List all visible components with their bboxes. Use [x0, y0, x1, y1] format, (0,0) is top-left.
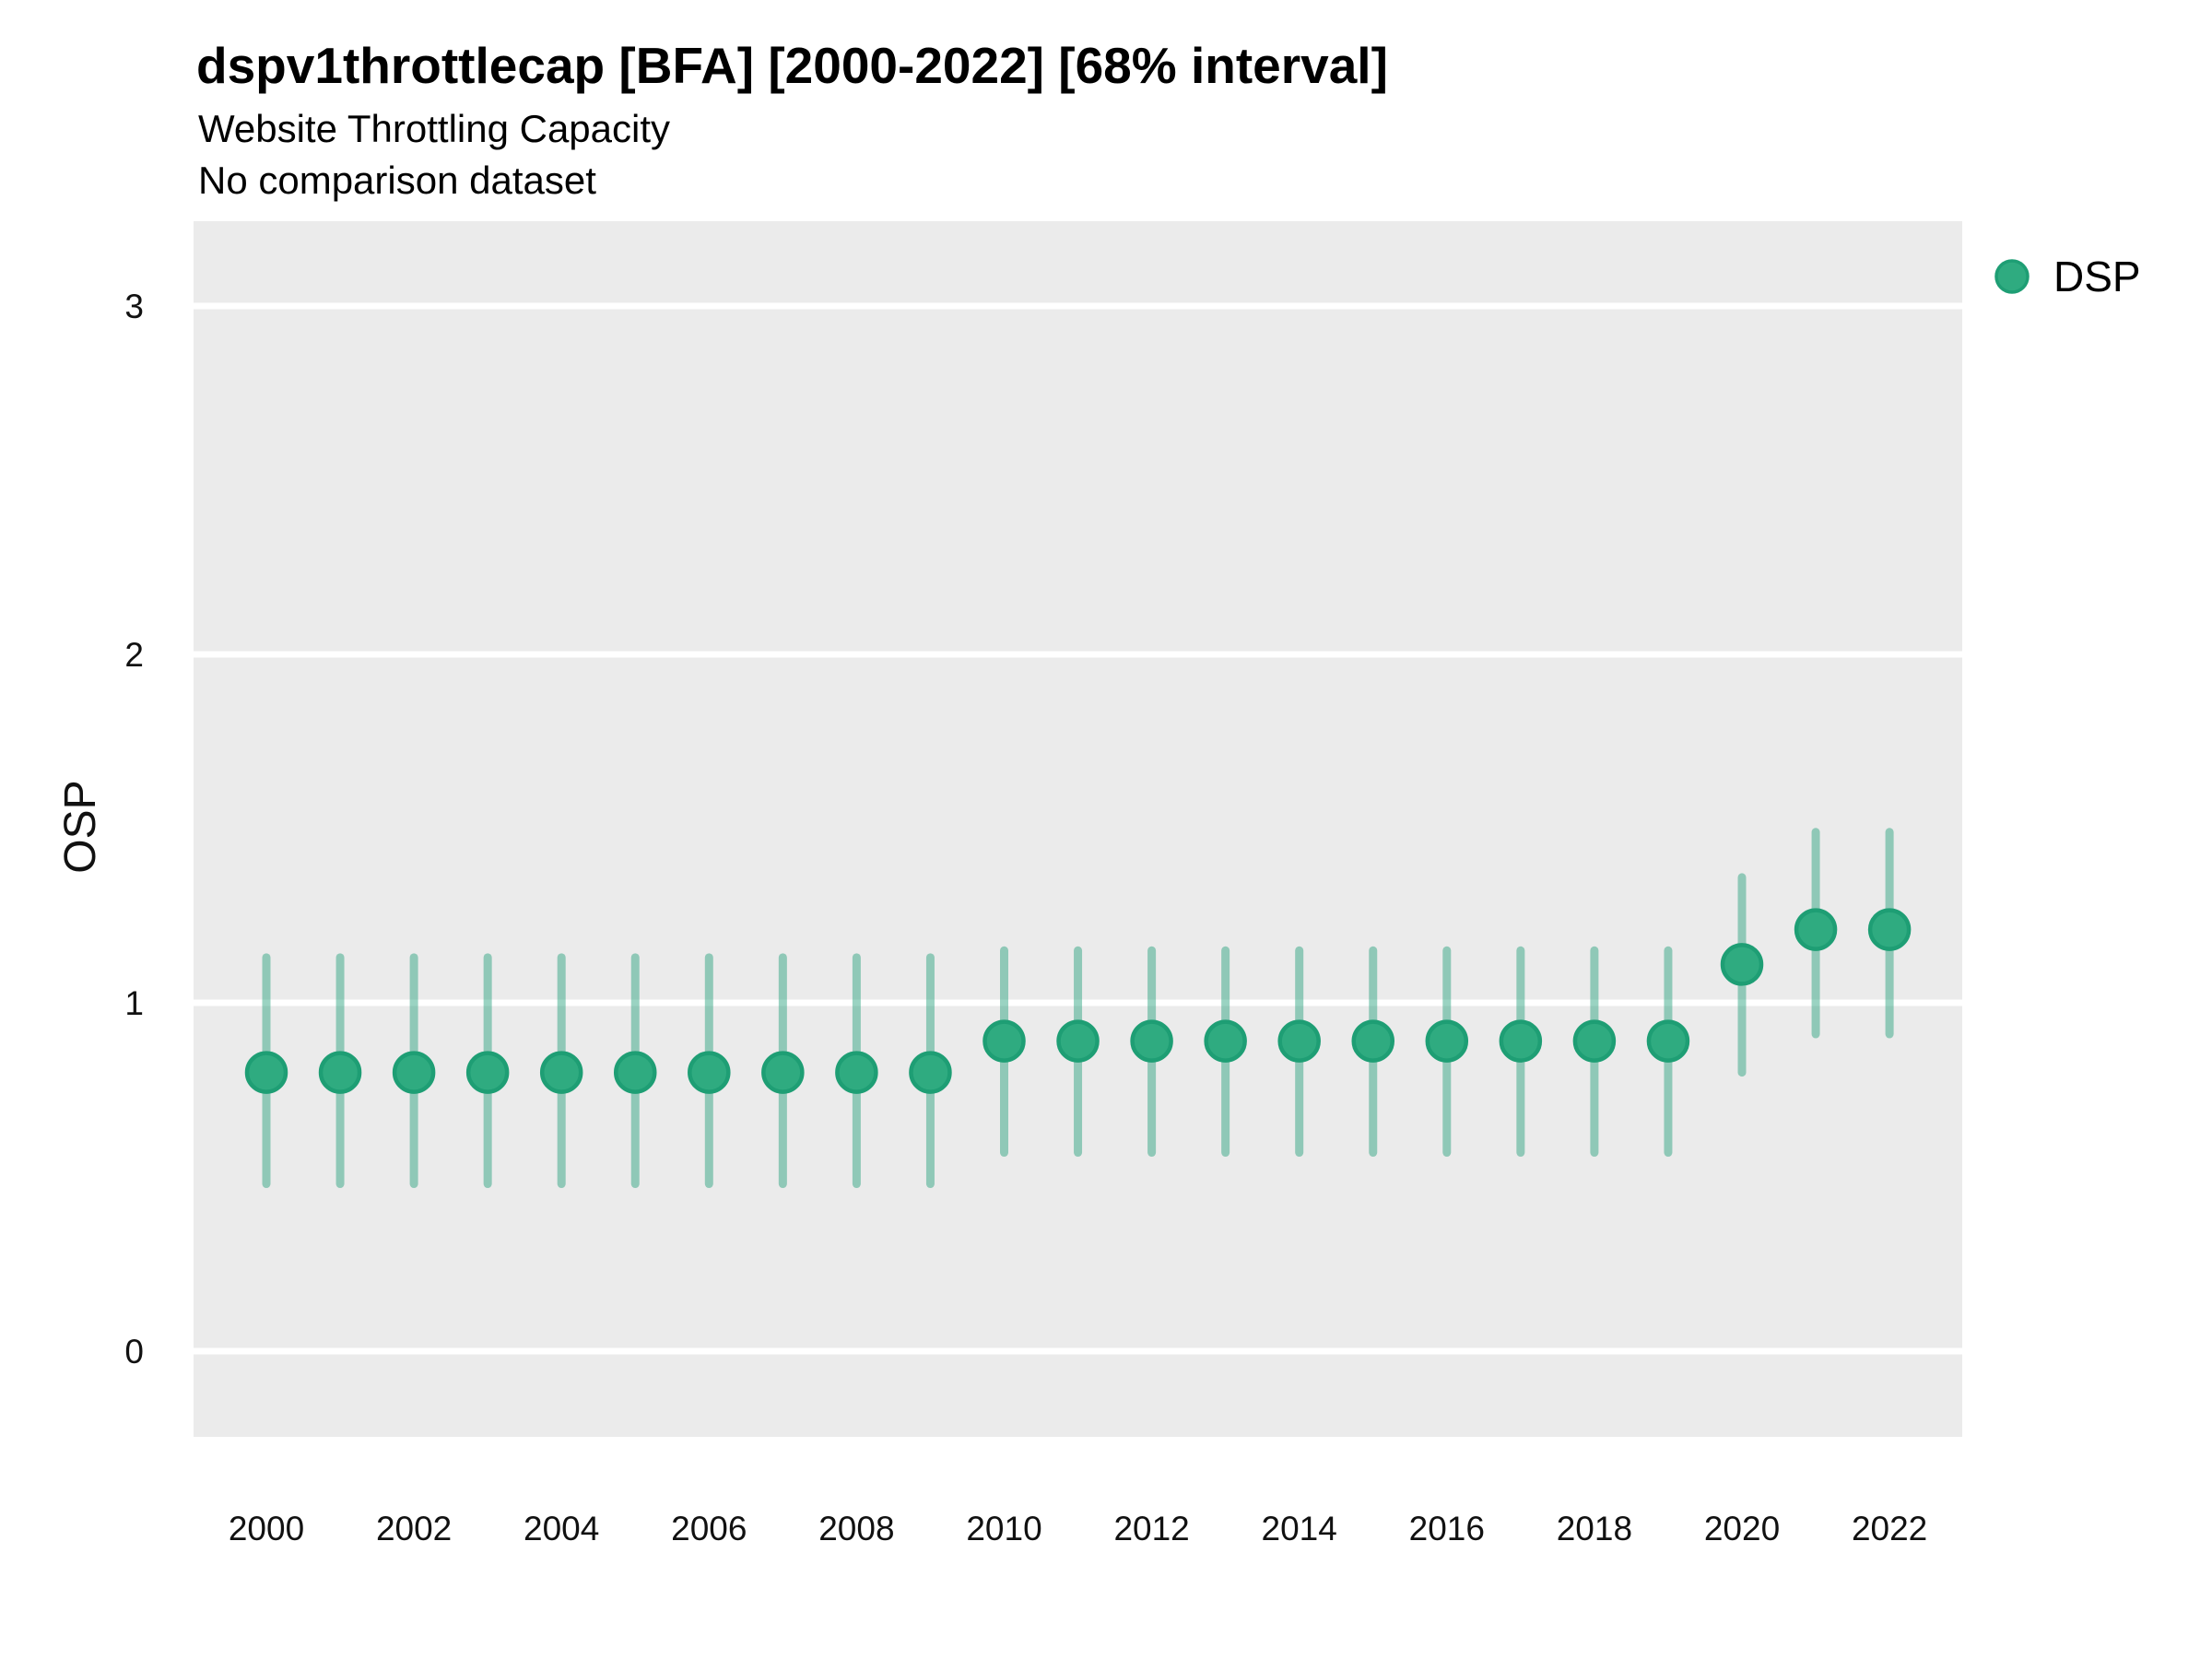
- y-tick-label: 2: [124, 636, 144, 674]
- x-tick-label: 2012: [1113, 1510, 1189, 1547]
- data-point-2002: [392, 1051, 436, 1094]
- x-tick-label: 2020: [1704, 1510, 1780, 1547]
- x-tick-label: 2018: [1557, 1510, 1632, 1547]
- data-point-2013: [1204, 1019, 1247, 1063]
- x-tick-label: 2002: [376, 1510, 452, 1547]
- data-point-2006: [688, 1051, 731, 1094]
- legend-item-label: DSP: [2053, 253, 2141, 300]
- chart-caption: No comparison dataset: [198, 159, 596, 202]
- data-point-2022: [1867, 908, 1912, 951]
- data-point-2014: [1277, 1019, 1321, 1063]
- data-point-2000: [244, 1051, 288, 1094]
- data-point-2008: [835, 1051, 878, 1094]
- chart-title: dspv1throttlecap [BFA] [2000-2022] [68% …: [196, 37, 1388, 94]
- data-point-2007: [761, 1051, 805, 1094]
- y-tick-label: 0: [124, 1333, 144, 1371]
- data-point-2021: [1794, 908, 1838, 951]
- legend-marker-circle-icon: [1994, 259, 2030, 294]
- x-tick-label: 2006: [671, 1510, 747, 1547]
- x-tick-label: 2016: [1409, 1510, 1485, 1547]
- data-point-2004: [539, 1051, 583, 1094]
- data-point-2016: [1425, 1019, 1469, 1063]
- data-point-2001: [318, 1051, 362, 1094]
- data-point-2010: [982, 1019, 1026, 1063]
- data-point-2009: [909, 1051, 952, 1094]
- x-tick-label: 2010: [966, 1510, 1041, 1547]
- data-point-2005: [614, 1051, 657, 1094]
- data-point-2012: [1130, 1019, 1173, 1063]
- x-tick-label: 2014: [1262, 1510, 1337, 1547]
- data-point-2018: [1572, 1019, 1617, 1063]
- data-point-2015: [1351, 1019, 1394, 1063]
- y-tick-label: 3: [124, 288, 144, 325]
- x-tick-label: 2008: [818, 1510, 894, 1547]
- chart-subtitle: Website Throttling Capacity: [198, 107, 671, 150]
- data-point-2017: [1499, 1019, 1543, 1063]
- data-point-2003: [465, 1051, 510, 1094]
- data-point-2019: [1646, 1019, 1690, 1063]
- data-point-2011: [1056, 1019, 1100, 1063]
- y-tick-label: 1: [124, 984, 144, 1022]
- x-tick-label: 2000: [229, 1510, 304, 1547]
- x-tick-label: 2004: [524, 1510, 599, 1547]
- plot-panel: [194, 221, 1962, 1437]
- data-point-2020: [1720, 943, 1764, 986]
- x-tick-label: 2022: [1852, 1510, 1927, 1547]
